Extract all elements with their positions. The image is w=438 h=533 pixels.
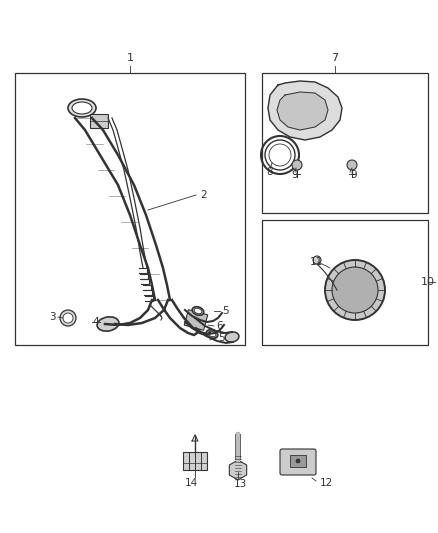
Ellipse shape [206,330,218,338]
Text: 5: 5 [218,333,225,343]
Circle shape [296,459,300,463]
FancyBboxPatch shape [280,449,316,475]
Bar [184,310,208,330]
Ellipse shape [269,144,291,166]
Ellipse shape [72,102,92,114]
Text: 2: 2 [200,190,207,200]
Ellipse shape [192,306,204,316]
Ellipse shape [208,332,216,337]
Bar [15,73,245,345]
Text: 10: 10 [421,277,435,287]
Ellipse shape [194,308,202,314]
Text: 7: 7 [332,53,339,63]
Bar [262,73,428,213]
Circle shape [332,267,378,313]
Text: 12: 12 [320,478,333,488]
Text: 14: 14 [184,478,198,488]
Text: 13: 13 [233,479,247,489]
Circle shape [313,256,321,264]
Text: 3: 3 [49,312,55,322]
Circle shape [60,310,76,326]
Text: 11: 11 [310,257,323,267]
Text: 9: 9 [350,170,357,180]
Bar [90,114,108,128]
Ellipse shape [97,317,119,331]
Bar [262,220,428,345]
Text: 6: 6 [216,321,223,331]
Circle shape [292,160,302,170]
Ellipse shape [68,99,96,117]
Polygon shape [268,81,342,140]
Ellipse shape [225,332,239,342]
Text: 4: 4 [92,317,99,327]
Text: 9: 9 [292,170,298,180]
Circle shape [325,260,385,320]
Bar [183,452,207,470]
Circle shape [347,160,357,170]
Polygon shape [277,92,328,130]
Text: 8: 8 [267,167,273,177]
Circle shape [63,313,73,323]
Text: 1: 1 [127,53,134,63]
Bar [290,455,306,467]
Text: 5: 5 [222,306,229,316]
